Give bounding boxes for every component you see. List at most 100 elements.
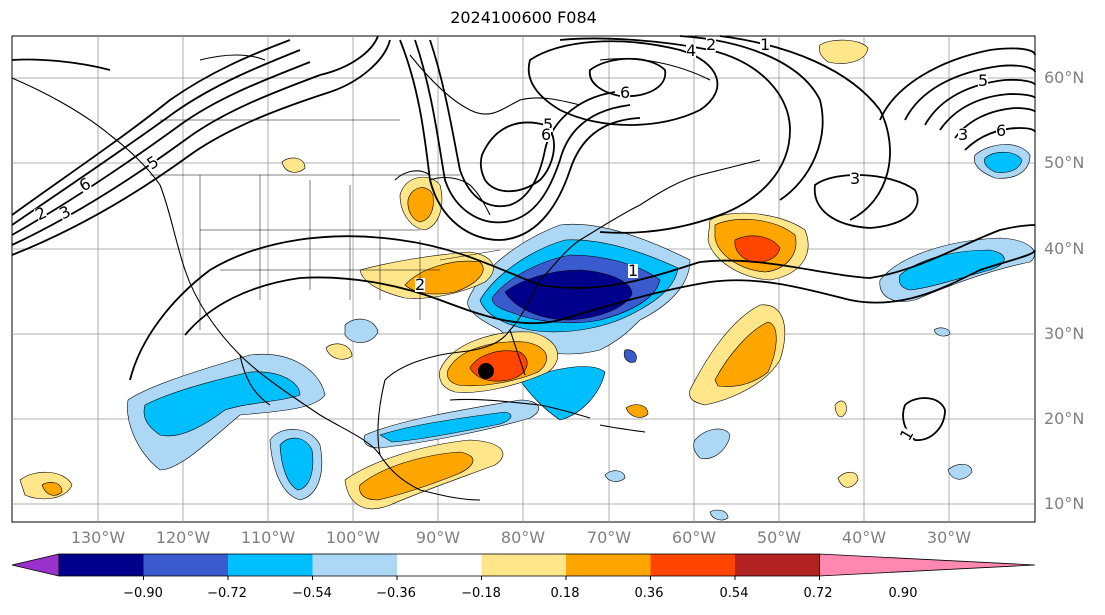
negative-anomaly-region bbox=[279, 437, 314, 491]
colorbar-tick-label: −0.90 bbox=[123, 586, 163, 601]
negative-anomaly-region bbox=[604, 470, 626, 482]
lon-label: 40°W bbox=[841, 528, 887, 547]
positive-anomaly-region bbox=[41, 482, 63, 496]
negative-anomaly-region bbox=[519, 366, 606, 421]
map-title: 2024100600 F084 bbox=[450, 8, 597, 27]
positive-anomaly-region bbox=[834, 400, 847, 418]
lon-label: 90°W bbox=[415, 528, 461, 547]
contour-line bbox=[719, 35, 891, 221]
lat-label: 40°N bbox=[1044, 239, 1085, 258]
lon-label: 60°W bbox=[671, 528, 717, 547]
positive-anomaly-region bbox=[818, 39, 869, 64]
lat-label: 30°N bbox=[1044, 324, 1085, 343]
lon-label: 110°W bbox=[240, 528, 296, 547]
colorbar-tick-label: 0.54 bbox=[719, 586, 749, 601]
contour-label: 6 bbox=[996, 121, 1007, 140]
colorbar-segment bbox=[397, 554, 482, 576]
contour-line bbox=[679, 35, 824, 201]
lat-label: 60°N bbox=[1044, 68, 1085, 87]
contour-line bbox=[588, 57, 666, 98]
height-contours bbox=[11, 35, 1036, 441]
contour-label: 2 bbox=[415, 275, 426, 294]
contour-label: 2 bbox=[706, 35, 717, 54]
contour-line bbox=[904, 64, 1036, 121]
contour-line bbox=[414, 39, 631, 224]
contour-line bbox=[11, 91, 331, 256]
contour-line bbox=[399, 39, 641, 241]
anomaly-shading bbox=[19, 39, 1035, 521]
state-borders bbox=[150, 119, 501, 330]
colorbar-tick-label: 0.36 bbox=[634, 586, 664, 601]
colorbar-segment bbox=[312, 554, 397, 576]
colorbar-tick-label: 0.72 bbox=[803, 586, 833, 601]
colorbar-segment bbox=[735, 554, 820, 576]
contour-line bbox=[709, 249, 1036, 304]
colorbar-segment bbox=[59, 554, 144, 576]
colorbar-tick-label: 0.18 bbox=[550, 586, 580, 601]
contour-line bbox=[699, 224, 1036, 279]
colorbar-tick-label: −0.18 bbox=[461, 586, 501, 601]
positive-anomaly-region bbox=[714, 321, 777, 387]
border-line bbox=[439, 249, 501, 261]
negative-anomaly-region bbox=[984, 151, 1023, 173]
negative-anomaly-region bbox=[143, 371, 301, 437]
contour-label: 3 bbox=[958, 125, 969, 144]
contour-line bbox=[954, 107, 1036, 139]
colorbar-tick-label: 0.90 bbox=[888, 586, 918, 601]
colorbar-tick-label: −0.72 bbox=[207, 586, 247, 601]
coastline bbox=[539, 159, 761, 281]
positive-anomaly-region bbox=[359, 451, 474, 501]
lon-label: 30°W bbox=[926, 528, 972, 547]
positive-anomaly-region bbox=[407, 187, 434, 223]
contour-label: 1 bbox=[760, 35, 771, 54]
coastline bbox=[11, 77, 161, 186]
contour-line bbox=[129, 235, 701, 381]
negative-anomaly-region bbox=[693, 428, 731, 460]
coastline bbox=[449, 398, 591, 419]
lat-label: 10°N bbox=[1044, 494, 1085, 513]
colorbar-segment bbox=[566, 554, 651, 576]
contour-label: 5 bbox=[978, 71, 989, 90]
lon-label: 70°W bbox=[586, 528, 632, 547]
negative-anomaly-region bbox=[933, 327, 951, 337]
contour-line bbox=[11, 49, 301, 226]
contour-line bbox=[11, 58, 111, 71]
contour-line bbox=[964, 127, 1036, 151]
positive-anomaly-region bbox=[734, 235, 781, 263]
colorbar-extend-high bbox=[819, 553, 1036, 577]
positive-anomaly-region bbox=[325, 343, 353, 360]
contour-label: 6 bbox=[541, 125, 552, 144]
negative-anomaly-region bbox=[623, 349, 637, 363]
lon-label: 120°W bbox=[155, 528, 211, 547]
contour-line bbox=[924, 78, 1036, 126]
negative-anomaly-region bbox=[947, 463, 973, 480]
negative-anomaly-region bbox=[379, 411, 512, 443]
colorbar-tick-label: −0.36 bbox=[376, 586, 416, 601]
coastline bbox=[199, 54, 266, 61]
coastline bbox=[239, 354, 271, 406]
coastline bbox=[509, 329, 526, 376]
coastline bbox=[599, 58, 711, 81]
contour-label: 4 bbox=[686, 41, 697, 60]
negative-anomaly-region bbox=[709, 509, 729, 521]
coastline bbox=[394, 170, 431, 181]
coastline bbox=[409, 54, 581, 115]
contour-label: 1 bbox=[628, 261, 639, 280]
coastline bbox=[599, 424, 646, 433]
contour-label: 6 bbox=[620, 83, 631, 102]
positive-anomaly-region bbox=[281, 157, 306, 173]
colorbar-frame bbox=[58, 553, 820, 577]
colorbar-segment bbox=[228, 554, 313, 576]
contour-line bbox=[939, 93, 1036, 131]
negative-anomaly-region bbox=[899, 249, 1005, 291]
contour-line bbox=[479, 121, 555, 193]
lon-label: 80°W bbox=[500, 528, 546, 547]
contour-line bbox=[879, 47, 1036, 121]
lon-label: 130°W bbox=[70, 528, 126, 547]
contour-line bbox=[902, 397, 946, 441]
negative-anomaly-region bbox=[344, 318, 379, 343]
lon-label: 50°W bbox=[756, 528, 802, 547]
positive-anomaly-region bbox=[625, 404, 649, 418]
colorbar bbox=[11, 553, 1036, 580]
coastline bbox=[429, 176, 491, 216]
